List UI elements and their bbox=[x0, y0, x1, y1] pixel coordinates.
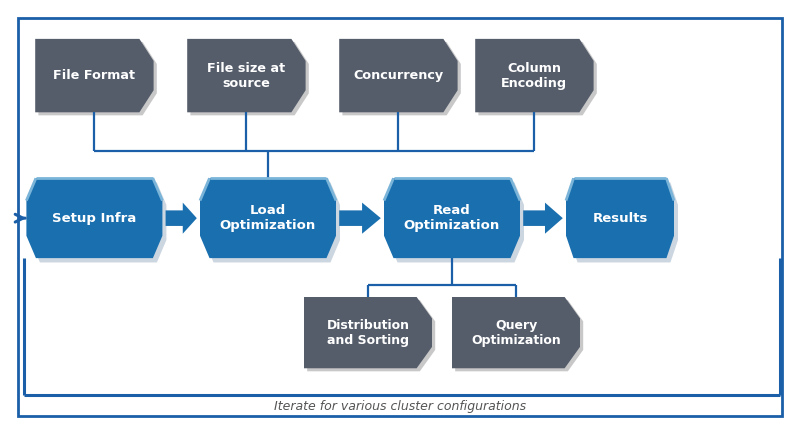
Polygon shape bbox=[455, 300, 583, 371]
Polygon shape bbox=[166, 203, 197, 234]
Polygon shape bbox=[452, 297, 580, 368]
Text: Read
Optimization: Read Optimization bbox=[404, 204, 500, 232]
Polygon shape bbox=[35, 39, 154, 112]
Text: Distribution
and Sorting: Distribution and Sorting bbox=[326, 319, 410, 346]
Polygon shape bbox=[388, 182, 524, 263]
Polygon shape bbox=[523, 203, 562, 234]
Text: Setup Infra: Setup Infra bbox=[52, 212, 137, 225]
Text: File size at
source: File size at source bbox=[207, 62, 286, 89]
Polygon shape bbox=[566, 178, 674, 258]
Text: Query
Optimization: Query Optimization bbox=[471, 319, 561, 346]
Polygon shape bbox=[342, 42, 461, 115]
Polygon shape bbox=[38, 42, 157, 115]
Text: Results: Results bbox=[592, 212, 648, 225]
Polygon shape bbox=[200, 178, 336, 258]
Polygon shape bbox=[307, 300, 435, 371]
Text: Load
Optimization: Load Optimization bbox=[220, 204, 316, 232]
Polygon shape bbox=[26, 178, 162, 258]
Polygon shape bbox=[187, 39, 306, 112]
Polygon shape bbox=[384, 178, 520, 258]
Polygon shape bbox=[339, 39, 458, 112]
Polygon shape bbox=[304, 297, 432, 368]
Polygon shape bbox=[570, 182, 678, 263]
Text: Column
Encoding: Column Encoding bbox=[502, 62, 567, 89]
Polygon shape bbox=[475, 39, 594, 112]
Text: File Format: File Format bbox=[54, 69, 135, 82]
Polygon shape bbox=[190, 42, 309, 115]
Polygon shape bbox=[204, 182, 340, 263]
Polygon shape bbox=[339, 203, 381, 234]
Polygon shape bbox=[30, 182, 166, 263]
Polygon shape bbox=[478, 42, 597, 115]
Text: Iterate for various cluster configurations: Iterate for various cluster configuratio… bbox=[274, 400, 526, 413]
Text: Concurrency: Concurrency bbox=[354, 69, 443, 82]
